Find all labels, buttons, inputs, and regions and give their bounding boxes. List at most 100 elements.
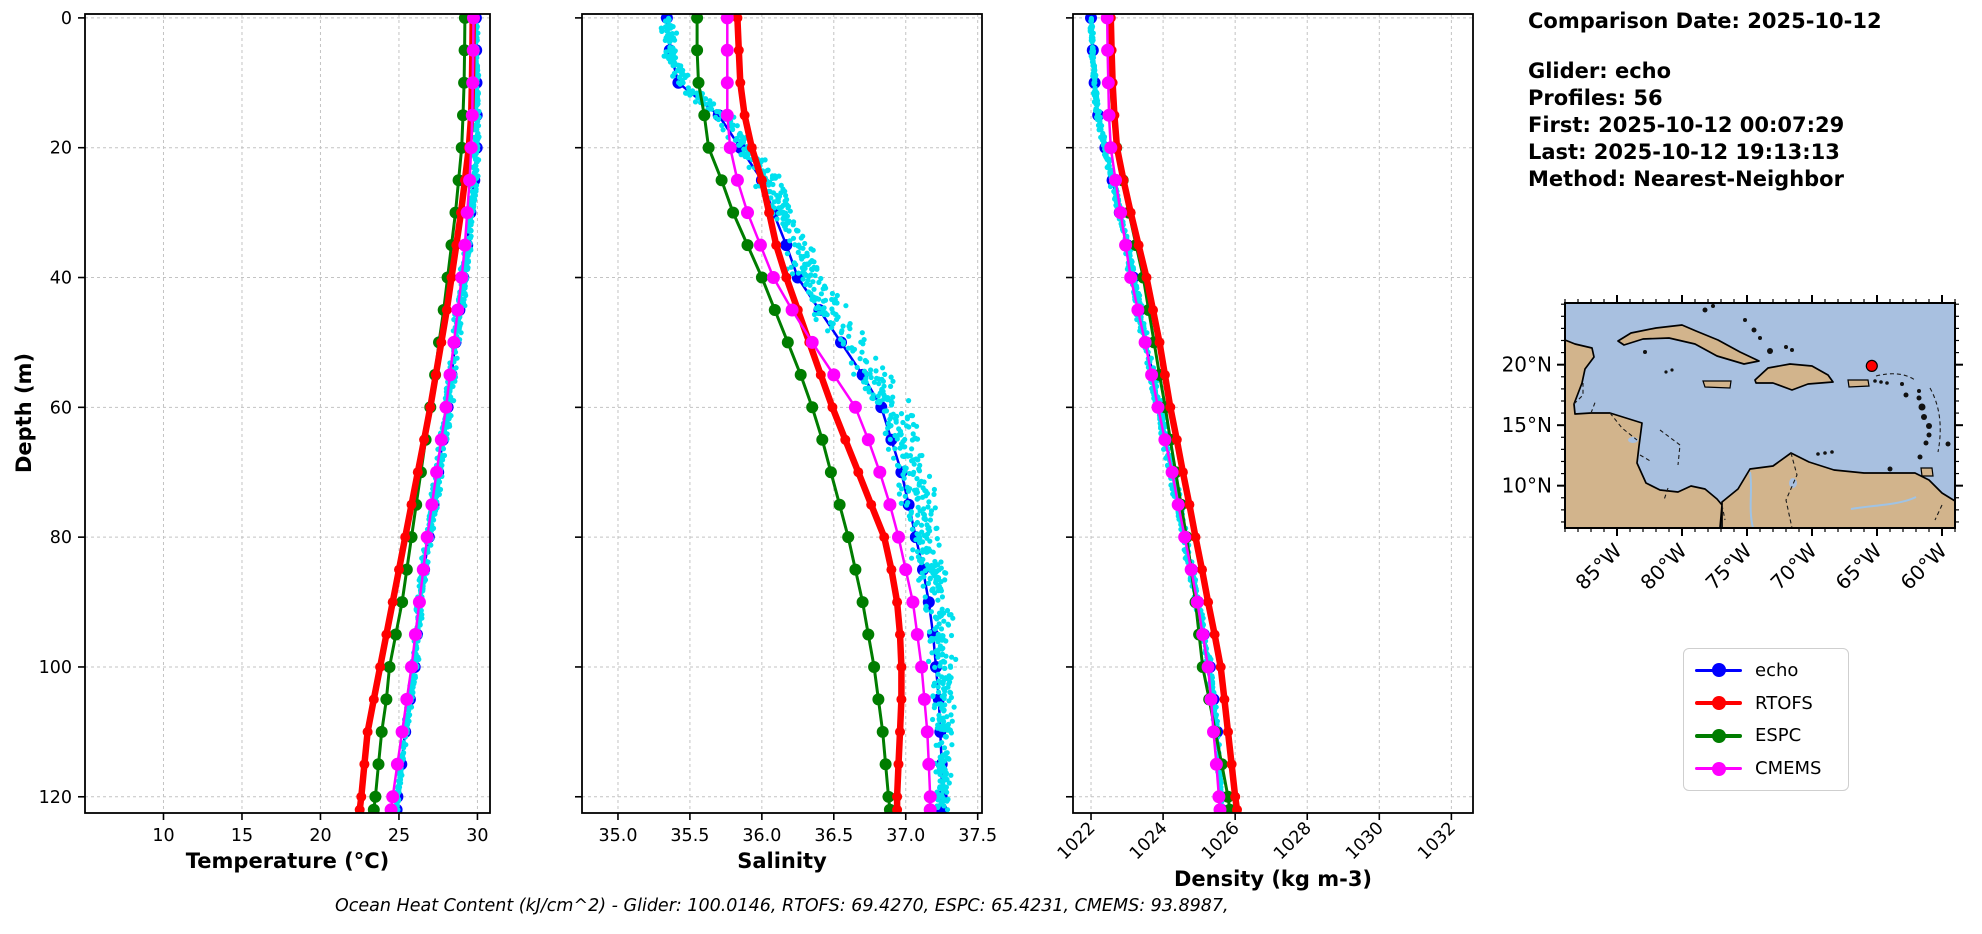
- density-frame: [1072, 13, 1474, 814]
- location-map: 20°N 15°N 10°N 85°W 80°W 75°W 70°W 65°W 60°W: [1502, 295, 1963, 595]
- temperature-tick-labels: 10 15 20 25 30 0 20 40 60 80 100 120: [39, 9, 489, 846]
- density-chart: 1022 1024 1026 1028 1030 1032 Density (kg m-3): [1054, 13, 1474, 891]
- legend-line-swatch: [1695, 761, 1742, 776]
- river-magdalena: [1749, 471, 1754, 528]
- legend-line-swatch: [1695, 728, 1742, 743]
- svg-text:70°W: 70°W: [1766, 538, 1822, 594]
- map-land-cuba: [1617, 324, 1760, 365]
- method-text: Method: Nearest-Neighbor: [1528, 167, 1844, 191]
- density-series-CMEMS: [1100, 14, 1227, 813]
- legend: echo RTOFS ESPC CMEMS: [1683, 648, 1849, 791]
- salinity-series-CMEMS: [720, 14, 937, 813]
- svg-text:80°W: 80°W: [1636, 538, 1692, 594]
- svg-text:30: 30: [466, 826, 488, 846]
- svg-text:36.5: 36.5: [814, 826, 853, 846]
- svg-text:10°N: 10°N: [1502, 474, 1552, 498]
- map-land-trinidad: [1920, 467, 1934, 477]
- glider-position-marker: [1865, 359, 1878, 373]
- profiles-count-text: Profiles: 56: [1528, 86, 1663, 110]
- legend-label: ESPC: [1755, 725, 1802, 747]
- temperature-chart: 10 15 20 25 30 0 20 40 60 80 100 120 Temperature (°C…: [12, 9, 491, 873]
- map-land-jamaica: [1702, 380, 1732, 389]
- legend-item-echo: echo: [1695, 655, 1848, 685]
- svg-text:75°W: 75°W: [1701, 538, 1757, 594]
- svg-text:37.0: 37.0: [886, 826, 925, 846]
- info-panel: Comparison Date: 2025-10-12 Glider: echo…: [1528, 8, 1882, 193]
- map-land-central-america: [1565, 339, 1723, 528]
- svg-text:1026: 1026: [1198, 818, 1244, 864]
- svg-text:1024: 1024: [1126, 818, 1172, 864]
- last-profile-time-text: Last: 2025-10-12 19:13:13: [1528, 140, 1840, 164]
- comparison-date-text: Comparison Date: 2025-10-12: [1528, 9, 1882, 33]
- svg-text:1028: 1028: [1270, 818, 1316, 864]
- salinity-frame: [581, 13, 983, 814]
- legend-marker-dot: [1711, 728, 1726, 743]
- svg-text:1022: 1022: [1054, 818, 1100, 864]
- svg-text:40: 40: [50, 269, 72, 289]
- svg-text:35.5: 35.5: [670, 826, 709, 846]
- salinity-ticks: [575, 17, 979, 820]
- salinity-grid: [582, 14, 982, 813]
- density-ticks: [1066, 17, 1453, 820]
- legend-item-RTOFS: RTOFS: [1695, 688, 1848, 718]
- svg-text:0: 0: [61, 9, 72, 29]
- svg-text:60°W: 60°W: [1896, 538, 1952, 594]
- legend-item-ESPC: ESPC: [1695, 721, 1848, 751]
- svg-text:25: 25: [388, 826, 410, 846]
- svg-text:15: 15: [231, 826, 253, 846]
- svg-text:37.5: 37.5: [958, 826, 997, 846]
- temperature-grid: [85, 14, 490, 813]
- svg-text:36.0: 36.0: [742, 826, 781, 846]
- maritime-boundaries: [1659, 373, 1941, 466]
- first-profile-time-text: First: 2025-10-12 00:07:29: [1528, 113, 1845, 137]
- temperature-frame: [84, 13, 491, 814]
- svg-text:15°N: 15°N: [1502, 413, 1552, 437]
- salinity-glider-scatter: [658, 15, 959, 813]
- map-frame: [1564, 302, 1956, 529]
- temperature-series-ESPC: [367, 14, 471, 813]
- glider-name-text: Glider: echo: [1528, 59, 1672, 83]
- legend-marker-dot: [1711, 663, 1726, 678]
- svg-text:35.0: 35.0: [598, 826, 637, 846]
- temperature-data: [354, 14, 483, 813]
- map-land-south-america: [1721, 452, 1955, 528]
- river-orinoco: [1850, 496, 1917, 510]
- salinity-series-echo: [660, 14, 948, 813]
- svg-text:20: 20: [50, 139, 72, 159]
- svg-text:85°W: 85°W: [1571, 538, 1627, 594]
- svg-text:20: 20: [309, 826, 331, 846]
- legend-label: RTOFS: [1755, 692, 1813, 714]
- legend-label: CMEMS: [1755, 758, 1822, 780]
- salinity-chart: 35.0 35.5 36.0 36.5 37.0 37.5 Salinity: [575, 13, 997, 873]
- density-tick-labels: 1022 1024 1026 1028 1030 1032: [1054, 818, 1460, 864]
- profile-charts: 10 15 20 25 30 0 20 40 60 80 100 120 Temperature (°C…: [12, 9, 1474, 891]
- legend-marker-dot: [1711, 761, 1726, 776]
- map-land-puerto-rico: [1847, 379, 1870, 388]
- ohc-footer-text: Ocean Heat Content (kJ/cm^2) - Glider: 1…: [335, 896, 1229, 916]
- density-data: [1085, 14, 1242, 813]
- density-grid: [1073, 14, 1473, 813]
- legend-marker-dot: [1711, 696, 1726, 711]
- temperature-ylabel: Depth (m): [12, 353, 36, 473]
- salinity-series-RTOFS: [732, 14, 907, 813]
- density-series-RTOFS: [1105, 14, 1242, 813]
- svg-text:65°W: 65°W: [1831, 538, 1887, 594]
- map-small-islands: [1643, 304, 1951, 472]
- svg-text:120: 120: [39, 788, 72, 808]
- svg-text:20°N: 20°N: [1502, 353, 1552, 377]
- density-glider-scatter: [1087, 15, 1226, 813]
- temperature-xlabel: Temperature (°C): [186, 849, 389, 873]
- temperature-ticks: [78, 17, 479, 820]
- legend-item-CMEMS: CMEMS: [1695, 754, 1848, 784]
- map-land-hispaniola: [1754, 363, 1834, 391]
- svg-text:10: 10: [152, 826, 174, 846]
- temperature-series-CMEMS: [384, 14, 480, 813]
- svg-text:100: 100: [39, 658, 72, 678]
- country-borders: [1573, 383, 1943, 528]
- legend-label: echo: [1755, 659, 1799, 681]
- salinity-series-ESPC: [691, 14, 896, 813]
- salinity-xlabel: Salinity: [737, 849, 827, 873]
- salinity-tick-labels: 35.0 35.5 36.0 36.5 37.0 37.5: [598, 826, 997, 846]
